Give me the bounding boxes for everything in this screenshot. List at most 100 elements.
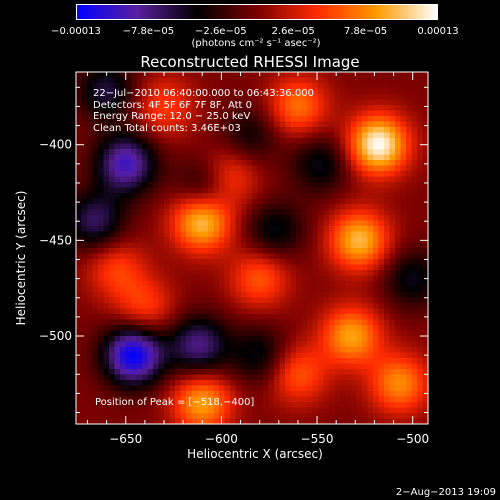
heatmap-cell — [125, 72, 132, 79]
heatmap-cell — [362, 385, 369, 392]
heatmap-cell — [169, 325, 176, 332]
heatmap-cell — [389, 308, 396, 315]
x-tick-label: −500 — [396, 432, 429, 446]
heatmap-cell — [411, 220, 418, 227]
heatmap-cell — [395, 380, 402, 387]
heatmap-cell — [147, 297, 154, 304]
heatmap-cell — [131, 281, 138, 288]
heatmap-cell — [125, 402, 132, 409]
heatmap-cell — [202, 286, 209, 293]
heatmap-cell — [356, 314, 363, 321]
heatmap-cell — [98, 253, 105, 260]
heatmap-cell — [125, 259, 132, 266]
heatmap-cell — [246, 319, 253, 326]
heatmap-cell — [197, 187, 204, 194]
heatmap-cell — [301, 380, 308, 387]
heatmap-cell — [296, 176, 303, 183]
heatmap-cell — [109, 369, 116, 376]
heatmap-cell — [340, 226, 347, 233]
heatmap-cell — [411, 237, 418, 244]
heatmap-cell — [175, 182, 182, 189]
heatmap-cell — [312, 374, 319, 381]
heatmap-cell — [103, 127, 110, 134]
heatmap-cell — [175, 143, 182, 150]
heatmap-cell — [312, 352, 319, 359]
heatmap-cell — [175, 121, 182, 128]
heatmap-cell — [131, 259, 138, 266]
heatmap-cell — [235, 418, 242, 425]
heatmap-cell — [290, 110, 297, 117]
heatmap-cell — [131, 330, 138, 337]
heatmap-cell — [142, 292, 149, 299]
heatmap-cell — [87, 94, 94, 101]
heatmap-cell — [417, 143, 424, 150]
heatmap-cell — [136, 143, 143, 150]
heatmap-cell — [323, 253, 330, 260]
heatmap-cell — [395, 149, 402, 156]
heatmap-cell — [158, 292, 165, 299]
heatmap-cell — [263, 314, 270, 321]
heatmap-cell — [219, 143, 226, 150]
heatmap-cell — [197, 325, 204, 332]
heatmap-cell — [252, 226, 259, 233]
heatmap-cell — [197, 132, 204, 139]
heatmap-cell — [296, 385, 303, 392]
heatmap-cell — [92, 94, 99, 101]
heatmap-cell — [384, 209, 391, 216]
heatmap-cell — [334, 270, 341, 277]
heatmap-cell — [114, 204, 121, 211]
heatmap-cell — [417, 105, 424, 112]
heatmap-cell — [257, 83, 264, 90]
heatmap-cell — [147, 248, 154, 255]
heatmap-cell — [307, 83, 314, 90]
heatmap-cell — [296, 336, 303, 343]
heatmap-cell — [81, 182, 88, 189]
heatmap-cell — [230, 198, 237, 205]
heatmap-cell — [323, 352, 330, 359]
heatmap-cell — [125, 314, 132, 321]
heatmap-cell — [389, 253, 396, 260]
heatmap-cell — [340, 253, 347, 260]
heatmap-cell — [92, 259, 99, 266]
heatmap-cell — [153, 402, 160, 409]
heatmap-cell — [367, 165, 374, 172]
heatmap-cell — [120, 248, 127, 255]
heatmap-cell — [180, 149, 187, 156]
heatmap-cell — [252, 325, 259, 332]
heatmap-cell — [345, 407, 352, 414]
heatmap-cell — [263, 215, 270, 222]
heatmap-cell — [208, 99, 215, 106]
heatmap-cell — [219, 193, 226, 200]
heatmap-cell — [268, 358, 275, 365]
heatmap-cell — [334, 83, 341, 90]
heatmap-cell — [131, 226, 138, 233]
heatmap-cell — [411, 418, 418, 425]
heatmap-cell — [213, 292, 220, 299]
heatmap-cell — [114, 198, 121, 205]
heatmap-cell — [169, 88, 176, 95]
heatmap-cell — [285, 418, 292, 425]
heatmap-cell — [329, 242, 336, 249]
heatmap-cell — [263, 270, 270, 277]
heatmap-cell — [98, 226, 105, 233]
heatmap-cell — [76, 242, 83, 249]
heatmap-cell — [411, 325, 418, 332]
heatmap-cell — [329, 385, 336, 392]
heatmap-cell — [268, 319, 275, 326]
heatmap-cell — [356, 330, 363, 337]
heatmap-cell — [186, 127, 193, 134]
heatmap-cell — [268, 154, 275, 161]
heatmap-cell — [208, 391, 215, 398]
heatmap-cell — [142, 286, 149, 293]
heatmap-cell — [186, 330, 193, 337]
heatmap-cell — [131, 143, 138, 150]
heatmap-cell — [334, 385, 341, 392]
heatmap-cell — [301, 303, 308, 310]
heatmap-cell — [263, 83, 270, 90]
heatmap-cell — [169, 154, 176, 161]
heatmap-cell — [417, 407, 424, 414]
heatmap-cell — [395, 286, 402, 293]
heatmap-cell — [114, 105, 121, 112]
heatmap-cell — [367, 149, 374, 156]
heatmap-cell — [169, 193, 176, 200]
